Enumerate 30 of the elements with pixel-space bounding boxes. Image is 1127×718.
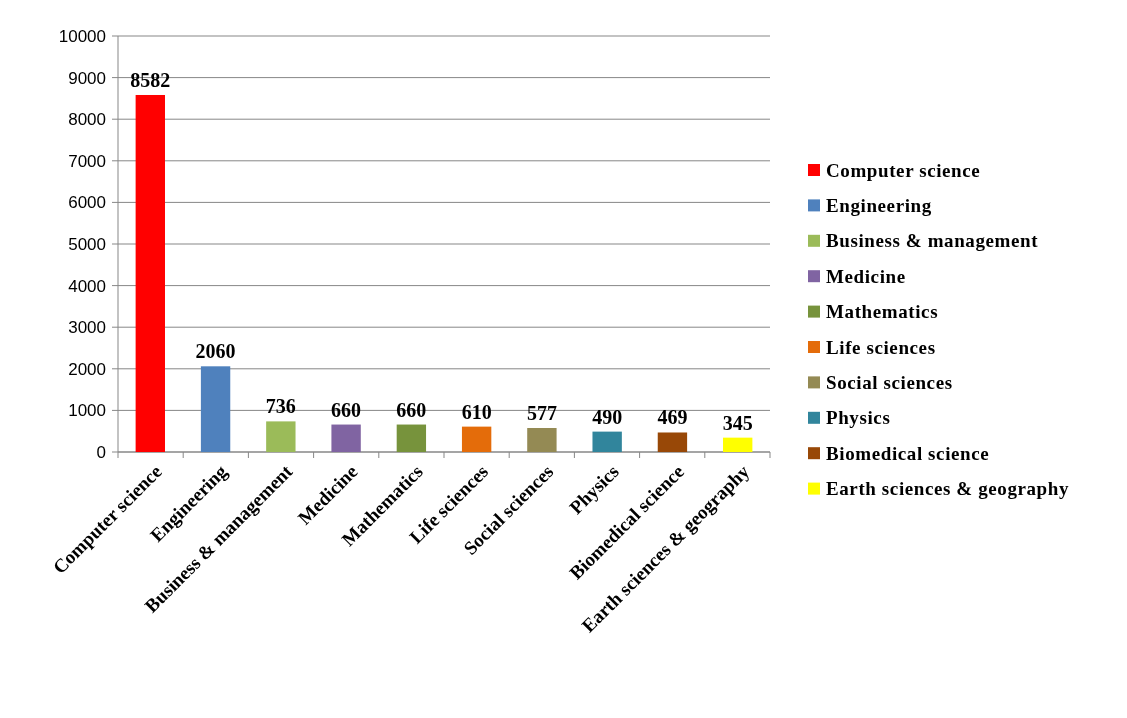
data-label: 736 <box>265 395 296 418</box>
y-tick-label: 1000 <box>68 401 106 421</box>
legend-label: Mathematics <box>826 301 939 323</box>
y-tick-label: 8000 <box>68 110 106 130</box>
legend-label: Life sciences <box>826 336 936 358</box>
y-tick-label: 2000 <box>68 359 106 379</box>
y-tick-label: 5000 <box>68 234 106 254</box>
data-label: 490 <box>592 405 623 428</box>
data-label: 2060 <box>195 340 236 363</box>
legend-label: Physics <box>826 407 891 429</box>
data-label: 577 <box>526 402 557 424</box>
data-label: 610 <box>461 400 492 423</box>
data-label: 345 <box>722 411 753 434</box>
y-tick-label: 6000 <box>68 193 106 213</box>
data-label: 469 <box>657 406 688 429</box>
legend-label: Biomedical science <box>826 442 990 464</box>
data-label: 660 <box>331 398 362 421</box>
y-tick-label: 3000 <box>68 318 106 338</box>
data-label: 660 <box>396 398 427 421</box>
y-tick-label: 7000 <box>68 151 106 171</box>
legend-label: Social sciences <box>826 372 953 394</box>
data-label: 8582 <box>130 68 171 91</box>
y-tick-label: 10000 <box>58 26 106 46</box>
legend-label: Business & management <box>826 230 1039 252</box>
y-tick-label: 4000 <box>68 276 106 296</box>
legend-label: Engineering <box>826 195 932 217</box>
y-tick-label: 0 <box>96 442 106 462</box>
legend-label: Computer science <box>826 159 981 181</box>
legend-label: Medicine <box>826 265 906 287</box>
y-tick-label: 9000 <box>68 68 106 88</box>
